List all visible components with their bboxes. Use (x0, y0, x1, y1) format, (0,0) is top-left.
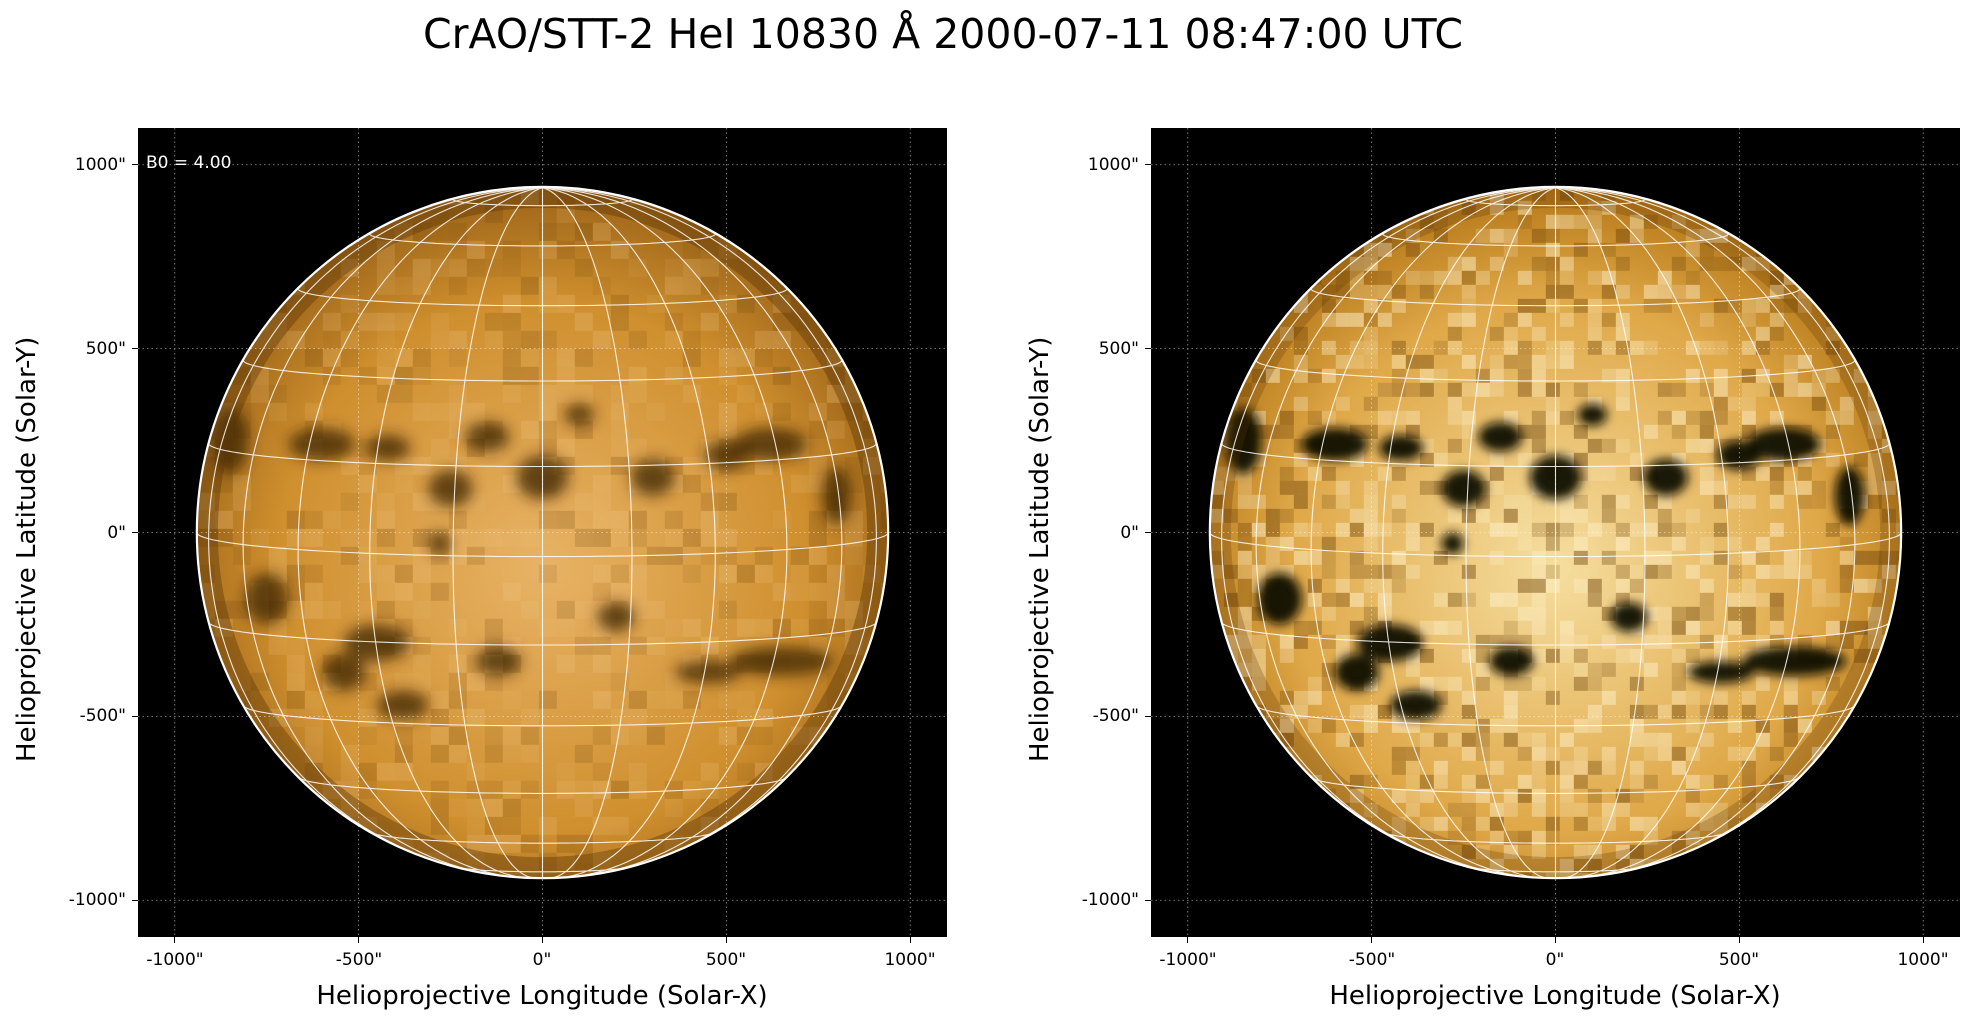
longitude-line (208, 187, 543, 867)
longitude-line (1255, 187, 1556, 877)
x-tick-mark (1187, 937, 1189, 943)
y-tick-mark (1145, 899, 1151, 901)
longitude-line (542, 187, 633, 879)
y-tick-label: 1000" (1087, 155, 1139, 175)
b0-annotation: B0 = 4.00 (146, 153, 232, 173)
y-tick-mark (132, 715, 138, 717)
longitude-line (1221, 187, 1556, 867)
x-axis-label: Helioprojective Longitude (Solar-X) (1329, 981, 1781, 1011)
longitude-line (542, 187, 843, 877)
y-tick-label: -1000" (68, 890, 126, 910)
longitude-line (242, 187, 543, 877)
longitude-line (452, 187, 543, 879)
figure-title: CrAO/STT-2 HeI 10830 Å 2000-07-11 08:47:… (423, 10, 1463, 58)
longitude-line (542, 187, 716, 879)
y-tick-mark (132, 348, 138, 350)
x-tick-label: 0" (532, 950, 552, 970)
x-tick-mark (542, 937, 543, 943)
longitude-line (1555, 187, 1646, 879)
longitude-line (297, 187, 543, 878)
x-tick-mark (1922, 937, 1924, 943)
x-tick-label: -1000" (1159, 950, 1217, 970)
y-tick-mark (132, 164, 138, 166)
y-tick-label: 0" (107, 523, 126, 543)
longitude-line (1555, 187, 1890, 867)
longitude-line (369, 187, 543, 879)
x-tick-label: 0" (1545, 950, 1565, 970)
x-tick-label: 1000" (1897, 950, 1949, 970)
x-tick-label: 1000" (884, 950, 936, 970)
x-tick-label: 500" (1718, 950, 1760, 970)
longitude-line (1310, 187, 1556, 878)
x-tick-label: -1000" (146, 950, 204, 970)
y-tick-label: -500" (1092, 706, 1139, 726)
longitude-line (542, 187, 788, 878)
x-tick-label: 500" (705, 950, 747, 970)
solar-image-left: B0 = 4.00 (138, 128, 947, 937)
longitude-line (1382, 187, 1556, 879)
y-tick-label: 1000" (74, 155, 126, 175)
solar-image-right (1151, 128, 1960, 937)
y-tick-mark (1145, 348, 1151, 350)
y-tick-mark (1145, 532, 1151, 533)
longitude-line (542, 187, 877, 867)
x-tick-mark (1738, 937, 1740, 943)
x-tick-mark (358, 937, 360, 943)
y-tick-label: 500" (1098, 339, 1139, 359)
longitude-line (1555, 187, 1729, 879)
y-tick-label: 500" (85, 339, 126, 359)
x-tick-mark (1555, 937, 1556, 943)
x-tick-label: -500" (335, 950, 383, 970)
y-tick-mark (1145, 164, 1151, 166)
y-tick-mark (132, 899, 138, 901)
longitude-line (1465, 187, 1556, 879)
y-tick-mark (132, 532, 138, 533)
y-axis-label: Helioprojective Latitude (Solar-Y) (1025, 336, 1055, 762)
y-tick-mark (1145, 715, 1151, 717)
longitude-line (1555, 187, 1801, 878)
y-tick-label: -500" (79, 706, 126, 726)
x-tick-mark (725, 937, 727, 943)
x-tick-mark (909, 937, 911, 943)
longitude-line (1555, 187, 1856, 877)
x-tick-mark (174, 937, 176, 943)
x-tick-label: -500" (1348, 950, 1396, 970)
x-axis-label: Helioprojective Longitude (Solar-X) (316, 981, 768, 1011)
y-tick-label: -1000" (1081, 890, 1139, 910)
y-tick-label: 0" (1120, 523, 1139, 543)
x-tick-mark (1371, 937, 1373, 943)
